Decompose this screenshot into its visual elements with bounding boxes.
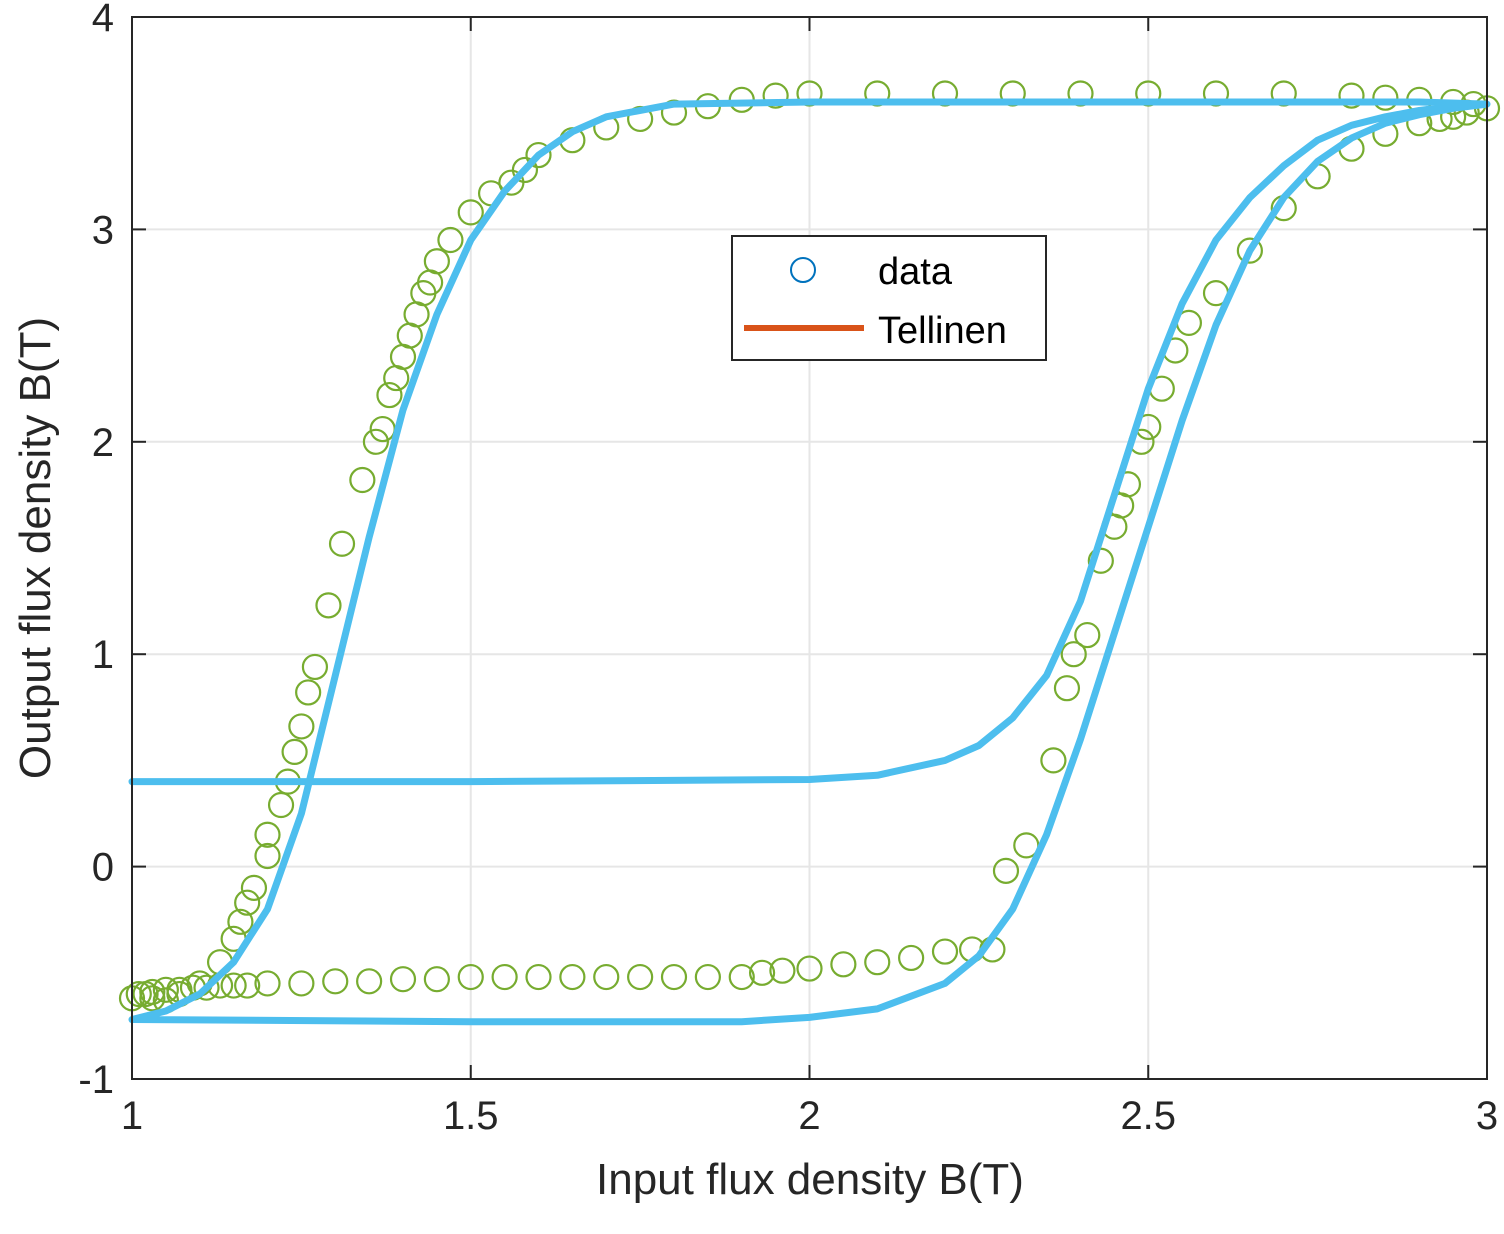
data-point [525, 963, 552, 991]
data-point [349, 466, 376, 494]
data-point [295, 679, 322, 706]
data-point [288, 970, 315, 997]
data-point [1372, 84, 1399, 111]
data-point [728, 963, 755, 991]
y-tick-label: 4 [92, 0, 114, 40]
data-point [1074, 621, 1101, 649]
y-tick-label: -1 [78, 1058, 114, 1102]
legend: data Tellinen [731, 235, 1047, 361]
data-point [389, 966, 417, 993]
y-tick-label: 1 [92, 633, 114, 677]
legend-label-data: data [878, 251, 953, 293]
data-point [423, 966, 450, 993]
data-point [898, 944, 925, 972]
y-axis-label: Output flux density B(T) [11, 317, 60, 779]
data-point [125, 980, 152, 1008]
x-tick-label: 3 [1476, 1094, 1498, 1138]
data-point [1040, 747, 1067, 774]
data-point [1053, 675, 1081, 702]
data-point [748, 959, 776, 986]
y-tick-label: 0 [92, 846, 114, 890]
data-point [1236, 237, 1263, 264]
data-point [322, 968, 349, 995]
data-point [660, 963, 688, 991]
y-tick-label: 2 [92, 421, 114, 465]
data-series [118, 80, 1501, 1014]
data-point [660, 99, 688, 126]
data-point [288, 713, 315, 740]
y-tick-label: 3 [92, 208, 114, 252]
data-point [1338, 82, 1365, 109]
data-point [254, 842, 281, 870]
x-tick-label: 2.5 [1120, 1094, 1176, 1138]
data-point [234, 972, 261, 999]
data-point [315, 592, 342, 619]
legend-box [731, 235, 1047, 361]
data-point [830, 951, 857, 978]
data-point [139, 978, 166, 1006]
data-point [593, 963, 620, 991]
data-point [525, 141, 552, 169]
data-point [328, 530, 356, 557]
data-point [376, 381, 403, 409]
data-point [281, 738, 308, 766]
series-layer [118, 80, 1501, 1026]
data-point [769, 957, 796, 984]
x-tick-label: 1 [121, 1094, 143, 1138]
y-tick-labels: -1 0 1 2 3 4 [78, 0, 114, 1102]
data-point [152, 976, 179, 1003]
data-point [627, 963, 654, 991]
data-point [383, 364, 410, 392]
data-point [356, 968, 383, 995]
data-point [498, 169, 525, 196]
data-point [267, 791, 295, 819]
data-point [254, 970, 281, 997]
data-point [762, 82, 789, 109]
data-point [457, 199, 484, 226]
data-point [139, 985, 166, 1012]
data-point [301, 653, 329, 681]
data-point [220, 972, 247, 999]
legend-data-marker [790, 257, 816, 283]
data-point [254, 821, 281, 848]
data-point [559, 963, 586, 991]
x-tick-labels: 1 1.5 2 2.5 3 [121, 1094, 1498, 1138]
legend-label-tellinen: Tellinen [878, 310, 1007, 352]
data-point [694, 963, 721, 991]
data-point [1060, 641, 1087, 668]
tellinen-curve [128, 98, 1491, 1026]
data-point [931, 938, 959, 965]
x-tick-label: 2 [798, 1094, 820, 1138]
data-point [227, 908, 254, 935]
data-point [864, 949, 891, 976]
data-point [796, 955, 823, 982]
x-axis-label: Input flux density B(T) [596, 1155, 1024, 1204]
data-point [457, 963, 484, 991]
data-point [193, 974, 220, 1001]
tick-marks [131, 16, 1488, 1080]
data-point [992, 857, 1020, 884]
x-tick-label: 1.5 [443, 1094, 499, 1138]
data-point [437, 226, 464, 254]
data-point [362, 428, 389, 455]
data-point [491, 963, 518, 991]
data-point [234, 889, 261, 916]
data-point [240, 874, 268, 901]
